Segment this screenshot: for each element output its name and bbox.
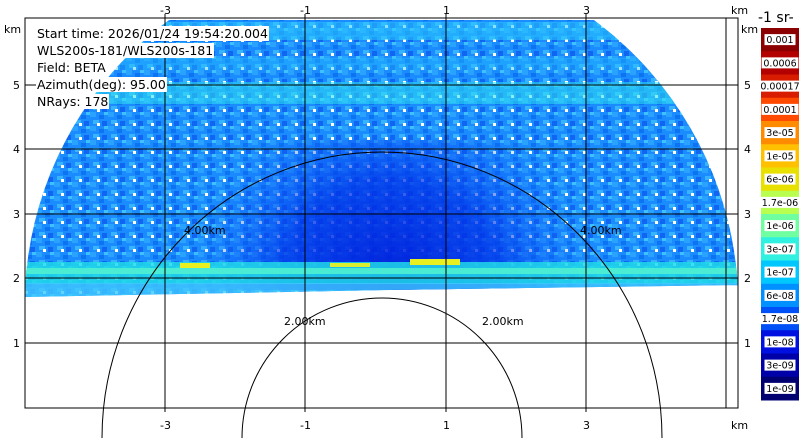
colorbar-title: -1 sr- — [758, 10, 794, 26]
colorbar-label-bg — [764, 266, 796, 278]
x-tick-top-neg3: -3 — [160, 4, 171, 17]
colorbar-label-bg — [764, 336, 796, 348]
colorbar-label: 0.0006 — [763, 58, 796, 69]
x-tick-bottom-neg1: -1 — [300, 419, 311, 432]
colorbar-label: 1e-05 — [766, 151, 793, 162]
colorbar-label: 1.7e-06 — [762, 198, 798, 209]
colorbar-label: 1e-07 — [766, 268, 793, 279]
colorbar-label-bg — [764, 289, 796, 301]
x-tick-top-neg1: -1 — [300, 4, 311, 17]
colorbar-label: 1e-06 — [766, 221, 793, 232]
colorbar-label-bg — [764, 359, 796, 371]
y-tick-right-4: 4 — [744, 143, 751, 156]
colorbar-label: 0.0001 — [763, 105, 796, 116]
x-tick-bottom-3: 3 — [583, 419, 590, 432]
ring-2km — [241, 297, 523, 438]
colorbar-label-bg — [764, 220, 796, 232]
colorbar-label-bg — [764, 382, 796, 394]
y-tick-right-3: 3 — [744, 208, 751, 221]
instrument-text: WLS200s-181/WLS200s-181 — [36, 43, 215, 58]
colorbar-label-bg — [764, 34, 796, 46]
x-unit-bottom: km — [731, 419, 748, 432]
colorbar-label: 3e-09 — [766, 361, 793, 372]
colorbar-label: 3e-07 — [766, 244, 793, 255]
ring-4km — [101, 151, 663, 438]
x-tick-top-3: 3 — [583, 4, 590, 17]
y-tick-right-1: 1 — [744, 337, 751, 350]
azimuth-text: Azimuth(deg): 95.00 — [36, 77, 167, 92]
colorbar-label-bg — [764, 127, 796, 139]
colorbar-label-bg — [761, 57, 799, 69]
colorbar-label-bg — [758, 313, 800, 325]
y-tick-left-4: 4 — [13, 143, 20, 156]
colorbar-label: 1e-08 — [766, 337, 793, 348]
colorbar-label: 3e-05 — [766, 128, 793, 139]
y-tick-left-5: 5 — [13, 79, 20, 92]
x-unit-top: km — [731, 4, 748, 17]
colorbar-label: 0.001 — [766, 35, 793, 46]
y-tick-left-3: 3 — [13, 208, 20, 221]
y-unit-right: km — [741, 23, 758, 36]
ring-label-4km-left: 4.00km — [184, 224, 226, 237]
y-tick-right-2: 2 — [744, 272, 751, 285]
start-time-text: Start time: 2026/01/24 19:54:20.004 — [36, 26, 269, 41]
ring-label-4km-right: 4.00km — [580, 224, 622, 237]
colorbar-label-bg — [764, 173, 796, 185]
info-box: Start time: 2026/01/24 19:54:20.004 WLS2… — [36, 25, 269, 110]
x-tick-bottom-1: 1 — [443, 419, 450, 432]
colorbar-label-bg — [764, 150, 796, 162]
colorbar-label-bg — [764, 243, 796, 255]
tick-marks — [164, 14, 587, 412]
ring-label-2km-right: 2.00km — [482, 315, 524, 328]
y-tick-left-1: 1 — [13, 337, 20, 350]
ring-label-2km-left: 2.00km — [284, 315, 326, 328]
y-tick-left-2: 2 — [13, 272, 20, 285]
x-tick-top-1: 1 — [443, 4, 450, 17]
colorbar-label: 0.00017 — [760, 82, 799, 93]
x-tick-bottom-neg3: -3 — [160, 419, 171, 432]
colorbar-label-bg — [761, 103, 799, 115]
field-text: Field: BETA — [36, 60, 107, 75]
range-rings — [101, 151, 663, 438]
colorbar-label: 1.7e-08 — [762, 314, 798, 325]
colorbar-label-bg — [758, 80, 800, 92]
colorbar-label: 1e-09 — [766, 384, 793, 395]
y-unit-left: km — [4, 23, 21, 36]
colorbar-label: 6e-06 — [766, 175, 793, 186]
plot-frame — [24, 17, 739, 409]
colorbar-label-bg — [758, 196, 800, 208]
colorbar: 0.001 0.0006 0.00017 0.0001 3e-05 1e-05 6e-06 1… — [758, 28, 800, 401]
colorbar-label: 6e-08 — [766, 291, 793, 302]
nrays-text: NRays: 178 — [36, 94, 110, 109]
y-tick-right-5: 5 — [744, 79, 751, 92]
